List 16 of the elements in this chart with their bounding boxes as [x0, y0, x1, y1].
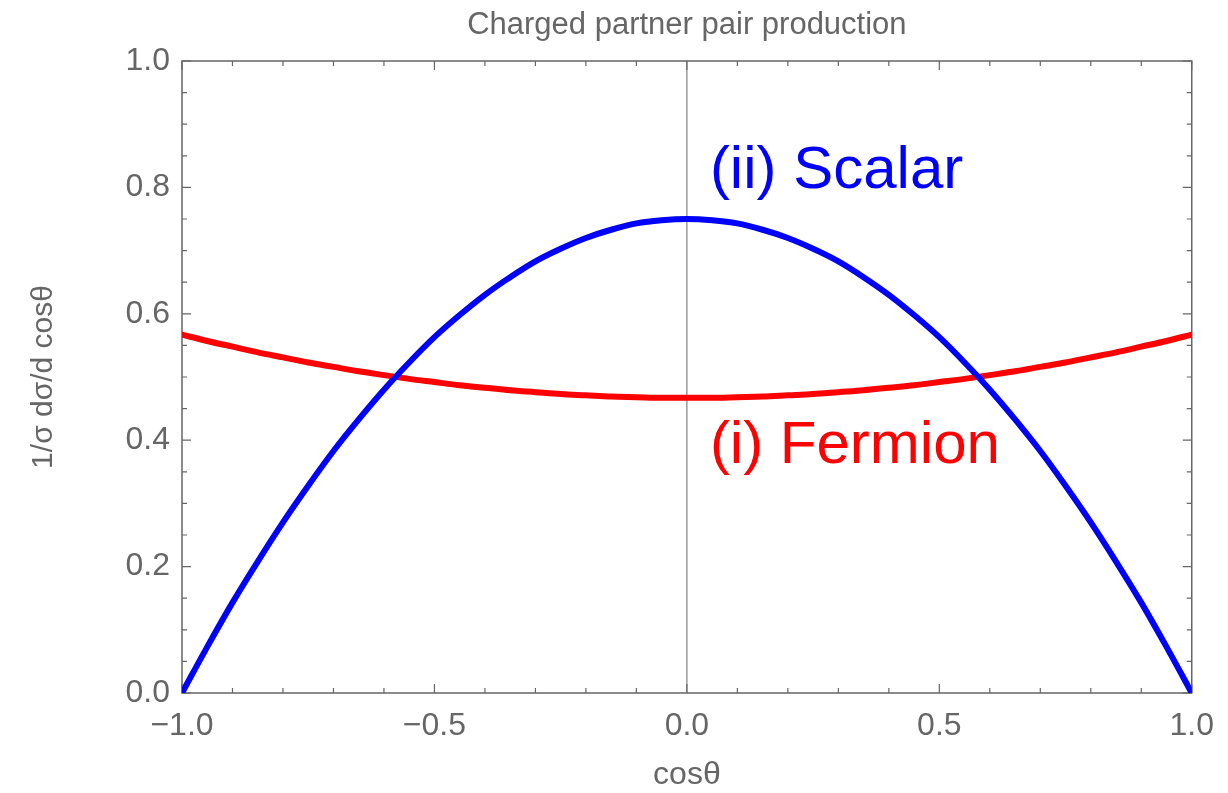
series-label: (i) Fermion [709, 408, 1000, 476]
x-tick-label: 0.0 [664, 706, 710, 743]
y-tick-label: 0.8 [125, 167, 170, 204]
y-tick-label: 1.0 [125, 40, 170, 77]
y-axis-title: 1/σ dσ/d cosθ [25, 285, 58, 469]
x-tick-label: 0.5 [917, 706, 962, 743]
y-tick-label: 0.4 [125, 420, 170, 457]
chart-title: Charged partner pair production [467, 6, 907, 41]
series-label: (ii) Scalar [709, 134, 964, 201]
y-tick-label: 0.0 [125, 672, 170, 709]
y-tick-label: 0.6 [125, 293, 170, 330]
x-axis-title: cosθ [653, 755, 721, 791]
x-tick-label: 1.0 [1169, 706, 1214, 743]
x-tick-label: −0.5 [402, 706, 467, 743]
y-tick-label: 0.2 [125, 546, 170, 583]
x-tick-label: −1.0 [150, 706, 214, 743]
